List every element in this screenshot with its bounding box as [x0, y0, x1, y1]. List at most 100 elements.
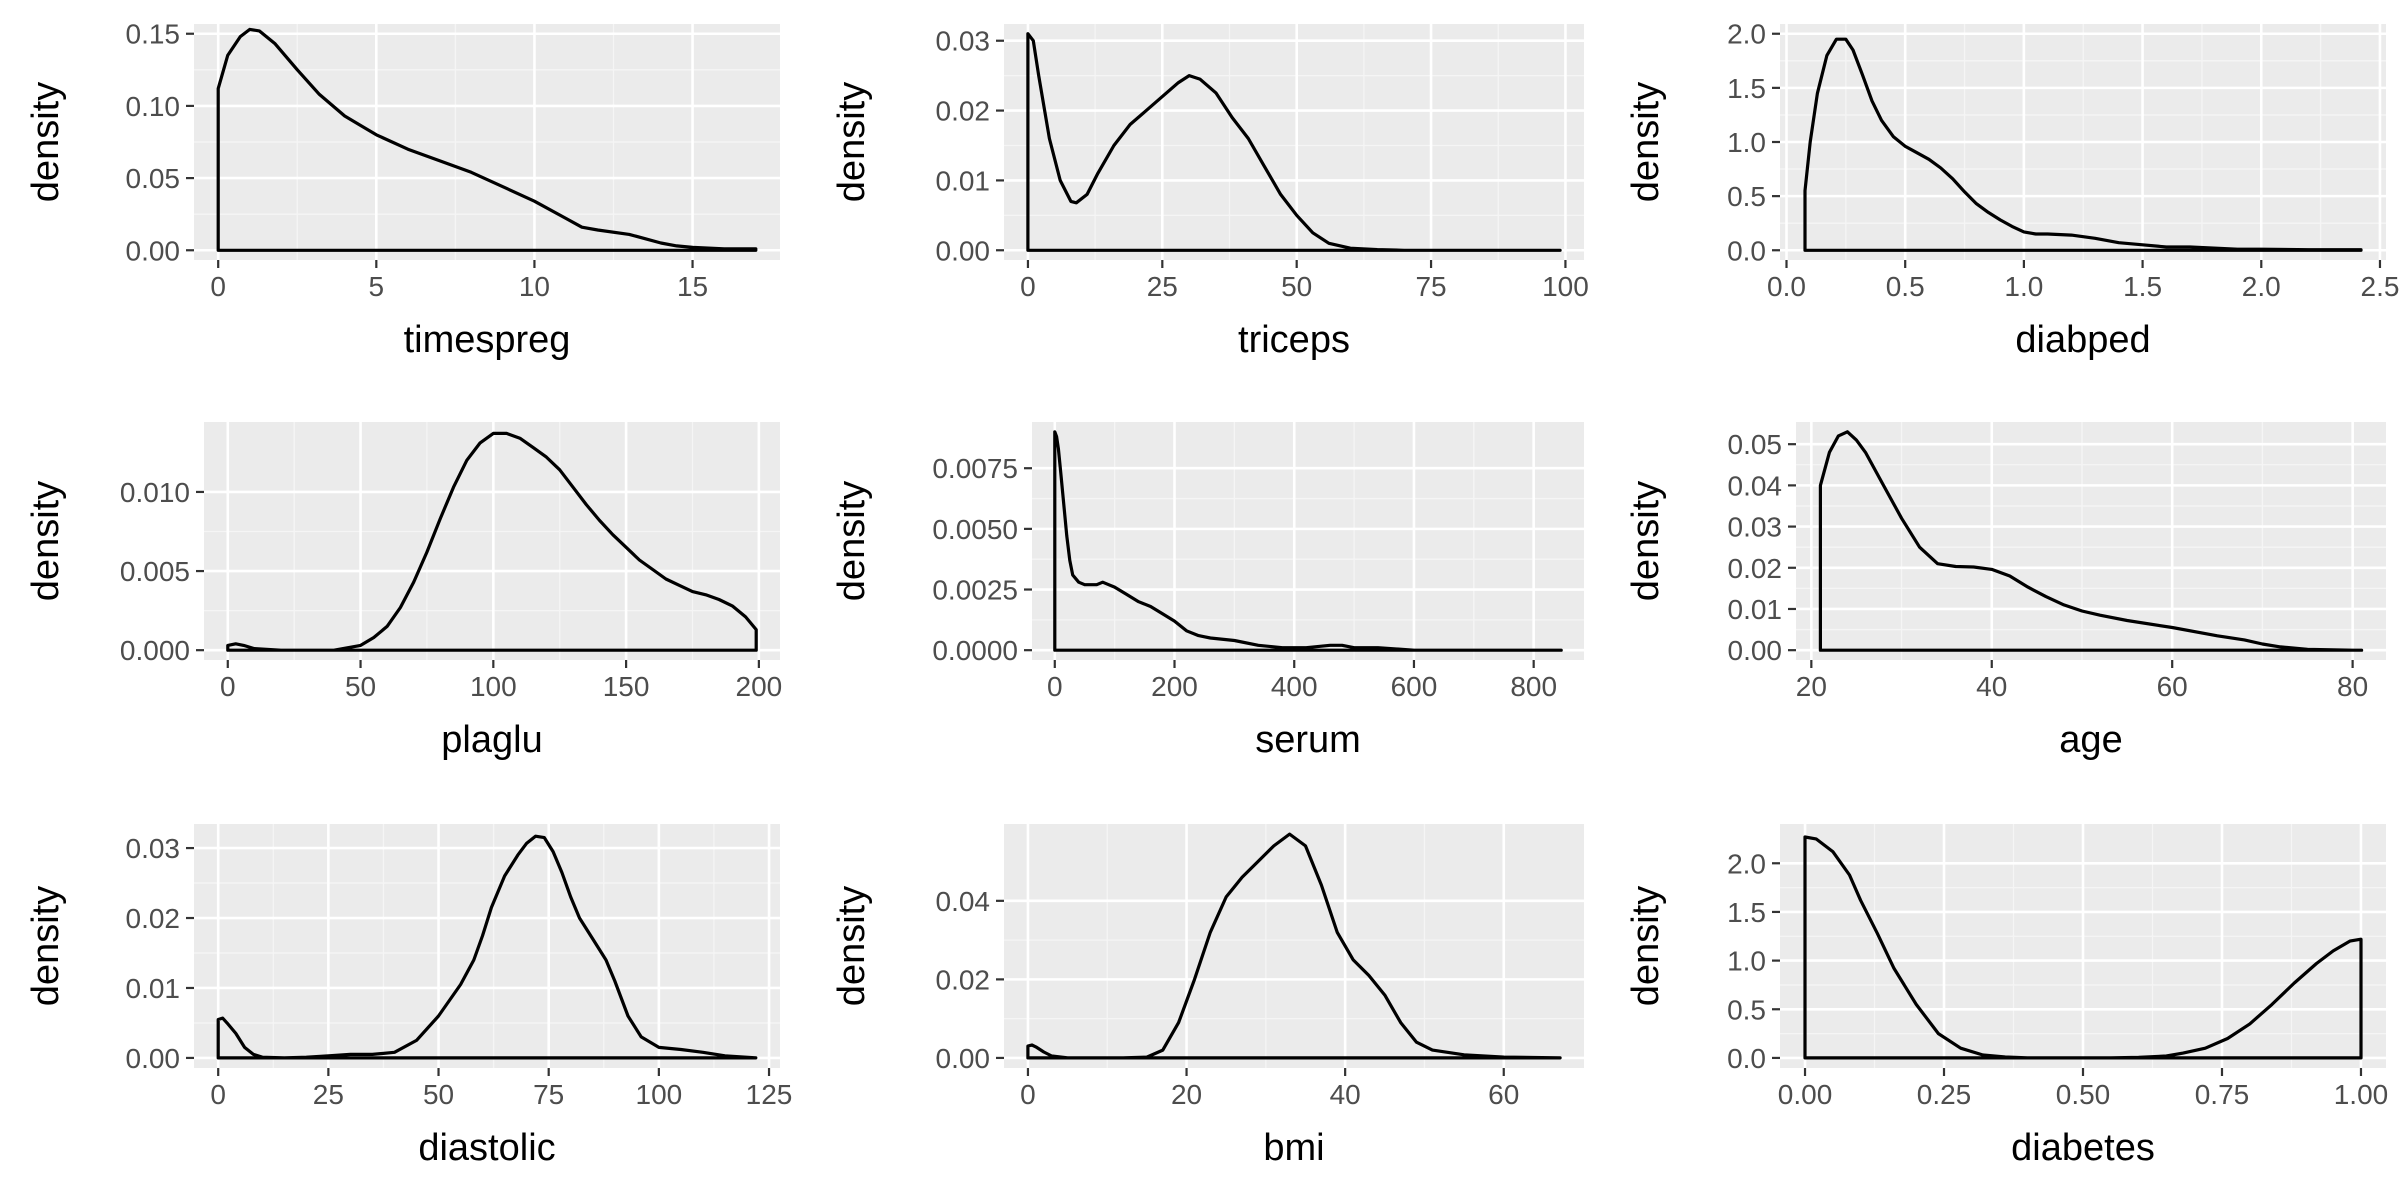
x-tick-label: 0: [220, 671, 236, 702]
x-tick-label: 60: [2157, 671, 2188, 702]
x-tick-label: 60: [1488, 1079, 1519, 1110]
y-tick-label: 0.15: [126, 19, 181, 50]
x-tick-label: 150: [603, 671, 650, 702]
y-tick-label: 2.0: [1727, 848, 1766, 879]
x-tick-label: 50: [423, 1079, 454, 1110]
y-axis-title: density: [831, 886, 873, 1006]
y-axis-title: density: [25, 82, 67, 202]
y-tick-label: 0.03: [1728, 512, 1783, 543]
y-tick-label: 0.0: [1727, 235, 1766, 266]
y-tick-label: 2.0: [1727, 19, 1766, 50]
x-tick-label: 20: [1171, 1079, 1202, 1110]
x-tick-label: 1.5: [2123, 271, 2162, 302]
y-tick-label: 0.00: [126, 1043, 181, 1074]
density-curve: [1803, 37, 2363, 252]
x-tick-label: 200: [736, 671, 783, 702]
x-tick-label: 0: [210, 1079, 226, 1110]
density-panel-triceps: 0 25 50 75 100 0.00 0.01 0.02 0.03 triceps density: [831, 24, 1589, 361]
y-axis-title: density: [1625, 886, 1667, 1006]
y-tick-label: 0.01: [126, 973, 181, 1004]
x-tick-label: 0: [1020, 1079, 1036, 1110]
x-tick-label: 0.25: [1917, 1079, 1972, 1110]
y-tick-label: 0.005: [120, 556, 190, 587]
y-axis-title: density: [1625, 82, 1667, 202]
panel-background: [1004, 24, 1584, 260]
density-curve: [1803, 835, 2363, 1060]
density-panel-diastolic: 0 25 50 75 100 125 0.00 0.01 0.02 0.03 diastolic de…: [25, 824, 792, 1169]
y-tick-label: 1.5: [1727, 73, 1766, 104]
y-tick-label: 0.05: [126, 163, 181, 194]
x-tick-label: 50: [345, 671, 376, 702]
y-tick-label: 0.000: [120, 635, 190, 666]
y-tick-label: 0.5: [1727, 994, 1766, 1025]
x-tick-label: 75: [533, 1079, 564, 1110]
x-tick-label: 100: [1542, 271, 1589, 302]
density-curve: [1026, 32, 1562, 252]
y-tick-label: 0.01: [1728, 594, 1783, 625]
y-tick-label: 0.010: [120, 477, 190, 508]
y-tick-label: 0.00: [936, 1043, 991, 1074]
panel-background: [204, 422, 780, 660]
x-tick-label: 1.0: [2004, 271, 2043, 302]
x-tick-label: 0.5: [1886, 271, 1925, 302]
y-tick-label: 1.0: [1727, 946, 1766, 977]
x-axis-title: diabped: [2015, 319, 2150, 361]
panel-background: [194, 824, 780, 1068]
x-tick-label: 50: [1281, 271, 1312, 302]
y-tick-label: 0.00: [936, 235, 991, 266]
x-tick-label: 15: [677, 271, 708, 302]
y-tick-label: 0.02: [936, 96, 991, 127]
x-axis-title: serum: [1255, 719, 1361, 761]
y-tick-label: 0.5: [1727, 181, 1766, 212]
x-axis-title: age: [2059, 719, 2122, 761]
panel-background: [1004, 824, 1584, 1068]
y-tick-label: 0.01: [936, 165, 991, 196]
y-axis-title: density: [25, 481, 67, 601]
y-tick-label: 0.10: [126, 91, 181, 122]
y-tick-label: 0.04: [1728, 470, 1783, 501]
density-curve: [216, 834, 758, 1060]
y-tick-label: 0.0075: [932, 453, 1018, 484]
y-tick-label: 0.02: [126, 903, 181, 934]
x-tick-label: 400: [1271, 671, 1318, 702]
x-tick-label: 0.50: [2056, 1079, 2111, 1110]
density-curve: [216, 27, 758, 252]
panel-background: [1796, 422, 2386, 660]
x-axis-title: timespreg: [404, 319, 571, 361]
x-tick-label: 75: [1415, 271, 1446, 302]
y-axis-title: density: [831, 82, 873, 202]
y-tick-label: 1.0: [1727, 127, 1766, 158]
x-axis-title: diabetes: [2011, 1127, 2155, 1169]
x-tick-label: 100: [470, 671, 517, 702]
x-tick-label: 20: [1796, 671, 1827, 702]
x-tick-label: 40: [1976, 671, 2007, 702]
y-tick-label: 0.00: [126, 235, 181, 266]
density-panel-diabped: 0.0 0.5 1.0 1.5 2.0 2.5 0.0 0.5 1.0 1.5 2.0 diabped…: [1625, 19, 2399, 361]
x-tick-label: 5: [369, 271, 385, 302]
density-panel-plaglu: 0 50 100 150 200 0.000 0.005 0.010 plaglu density: [25, 422, 782, 761]
y-tick-label: 0.03: [936, 26, 991, 57]
y-tick-label: 0.02: [1728, 553, 1783, 584]
y-axis-title: density: [1625, 481, 1667, 601]
x-axis-title: bmi: [1263, 1127, 1324, 1169]
y-tick-label: 0.02: [936, 964, 991, 995]
density-panel-age: 20 40 60 80 0.00 0.01 0.02 0.03 0.04 0.05 age densi…: [1625, 422, 2386, 761]
x-tick-label: 10: [519, 271, 550, 302]
density-panel-bmi: 0 20 40 60 0.00 0.02 0.04 bmi density: [831, 824, 1584, 1169]
x-tick-label: 0.0: [1767, 271, 1806, 302]
y-tick-label: 0.00: [1728, 635, 1783, 666]
x-tick-label: 2.0: [2242, 271, 2281, 302]
y-tick-label: 0.0: [1727, 1043, 1766, 1074]
y-tick-label: 0.0025: [932, 575, 1018, 606]
density-curve: [1026, 832, 1562, 1060]
x-tick-label: 200: [1151, 671, 1198, 702]
x-tick-label: 25: [313, 1079, 344, 1110]
x-tick-label: 0: [1020, 271, 1036, 302]
x-tick-label: 0: [210, 271, 226, 302]
density-curve: [1818, 430, 2364, 652]
x-axis-title: plaglu: [441, 719, 542, 761]
y-tick-label: 0.03: [126, 833, 181, 864]
y-tick-label: 0.0050: [932, 514, 1018, 545]
density-panel-diabetes: 0.00 0.25 0.50 0.75 1.00 0.0 0.5 1.0 1.5 2.0 diabe…: [1625, 824, 2388, 1169]
